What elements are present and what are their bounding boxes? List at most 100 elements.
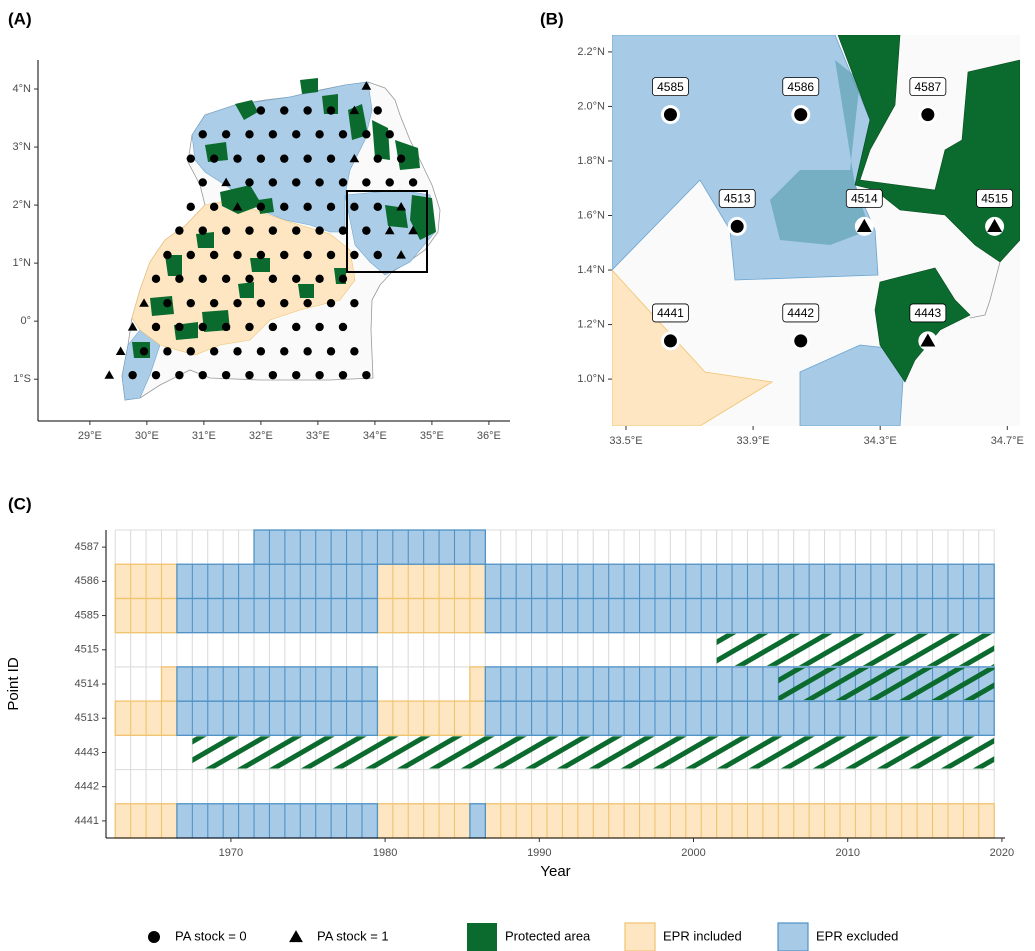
- empty-cell: [407, 769, 425, 805]
- x-tick-label: 34.3°E: [864, 435, 897, 447]
- circle-marker: [280, 154, 289, 163]
- legend-swatch: [467, 923, 497, 951]
- x-tick-label: 33.9°E: [737, 435, 770, 447]
- empty-cell: [161, 769, 178, 805]
- x-tick-label: 29°E: [78, 430, 102, 442]
- circle-marker: [209, 298, 219, 308]
- empty-cell: [145, 666, 163, 702]
- circle-marker: [256, 250, 266, 260]
- status-segment: [484, 563, 995, 600]
- country-outline: [969, 261, 1001, 319]
- status-segment: [484, 597, 995, 634]
- empty-cell: [885, 769, 903, 805]
- circle-marker: [663, 334, 677, 348]
- circle-marker: [221, 130, 231, 139]
- empty-cell: [145, 529, 163, 565]
- circle-marker: [350, 347, 359, 356]
- legend-swatch: [624, 922, 656, 951]
- y-tick-label: 4442: [75, 781, 99, 793]
- circle-marker: [245, 322, 254, 332]
- triangle-marker: [232, 202, 243, 211]
- circle-marker: [233, 250, 242, 260]
- circle-marker: [175, 370, 184, 380]
- x-tick-label: 32°E: [249, 430, 273, 442]
- empty-cell: [962, 769, 980, 805]
- circle-marker: [280, 347, 289, 356]
- status-segment: [176, 597, 379, 634]
- circle-marker: [326, 202, 336, 212]
- empty-cell: [916, 769, 934, 805]
- empty-cell: [947, 529, 964, 565]
- point-label-box: [845, 189, 883, 208]
- triangle-marker: [104, 370, 115, 379]
- empty-cell: [685, 529, 702, 565]
- legend-label: PA stock = 0: [175, 928, 247, 943]
- circle-marker: [326, 347, 336, 356]
- circle-marker: [315, 322, 324, 332]
- empty-cell: [577, 529, 594, 565]
- empty-cell: [623, 632, 641, 668]
- triangle-marker: [987, 218, 1003, 233]
- circle-marker: [362, 178, 371, 187]
- empty-cell: [114, 769, 132, 805]
- status-segment: [176, 666, 379, 702]
- circle-marker: [338, 130, 348, 139]
- empty-cell: [561, 529, 579, 565]
- empty-cell: [130, 734, 147, 771]
- circle-marker: [326, 298, 336, 308]
- empty-cell: [546, 632, 563, 668]
- y-tick-label: 4586: [75, 575, 99, 587]
- empty-cell: [438, 666, 455, 702]
- circle-marker: [385, 130, 394, 139]
- circle-marker: [128, 370, 137, 380]
- empty-cell: [145, 734, 163, 771]
- empty-cell: [145, 632, 163, 668]
- x-tick-label: 33°E: [306, 430, 330, 442]
- circle-marker: [362, 130, 371, 139]
- empty-cell: [854, 769, 872, 805]
- triangle-marker: [396, 250, 406, 259]
- status-segment: [376, 597, 486, 634]
- circle-marker: [256, 106, 266, 115]
- empty-cell: [808, 769, 826, 805]
- empty-cell: [978, 529, 995, 565]
- circle-marker: [186, 202, 195, 212]
- triangle-marker: [349, 105, 360, 115]
- epr-included-region: [131, 199, 356, 356]
- empty-cell: [731, 769, 748, 805]
- y-tick-label: 4515: [75, 644, 99, 656]
- point-label-box: [782, 77, 820, 97]
- empty-cell: [685, 632, 702, 668]
- circle-marker: [268, 226, 278, 235]
- y-tick-label: 2°N: [13, 199, 32, 211]
- circle-marker: [209, 347, 219, 356]
- circle-marker: [175, 322, 184, 332]
- empty-cell: [469, 632, 486, 668]
- circle-marker: [303, 298, 312, 308]
- empty-cell: [839, 529, 856, 565]
- circle-marker: [292, 274, 301, 284]
- empty-cell: [608, 529, 625, 565]
- circle-marker: [362, 370, 371, 380]
- empty-cell: [978, 769, 995, 805]
- empty-cell: [176, 734, 193, 771]
- empty-cell: [623, 529, 641, 565]
- panel-label: (C): [8, 494, 32, 513]
- point-label: 4515: [981, 192, 1008, 206]
- circle-marker: [198, 370, 207, 380]
- circle-marker: [280, 202, 289, 212]
- empty-cell: [793, 769, 810, 805]
- empty-cell: [130, 666, 147, 702]
- circle-marker: [385, 178, 394, 187]
- circle-marker: [730, 219, 744, 233]
- status-segment: [376, 700, 486, 736]
- y-tick-label: 1.8°N: [577, 155, 605, 167]
- empty-cell: [161, 632, 178, 668]
- circle-marker: [209, 154, 219, 163]
- y-tick-label: 4443: [75, 746, 99, 758]
- status-segment: [253, 529, 486, 565]
- empty-cell: [546, 769, 563, 805]
- empty-cell: [577, 632, 594, 668]
- y-tick-label: 2.2°N: [577, 46, 605, 58]
- circle-marker: [338, 370, 348, 380]
